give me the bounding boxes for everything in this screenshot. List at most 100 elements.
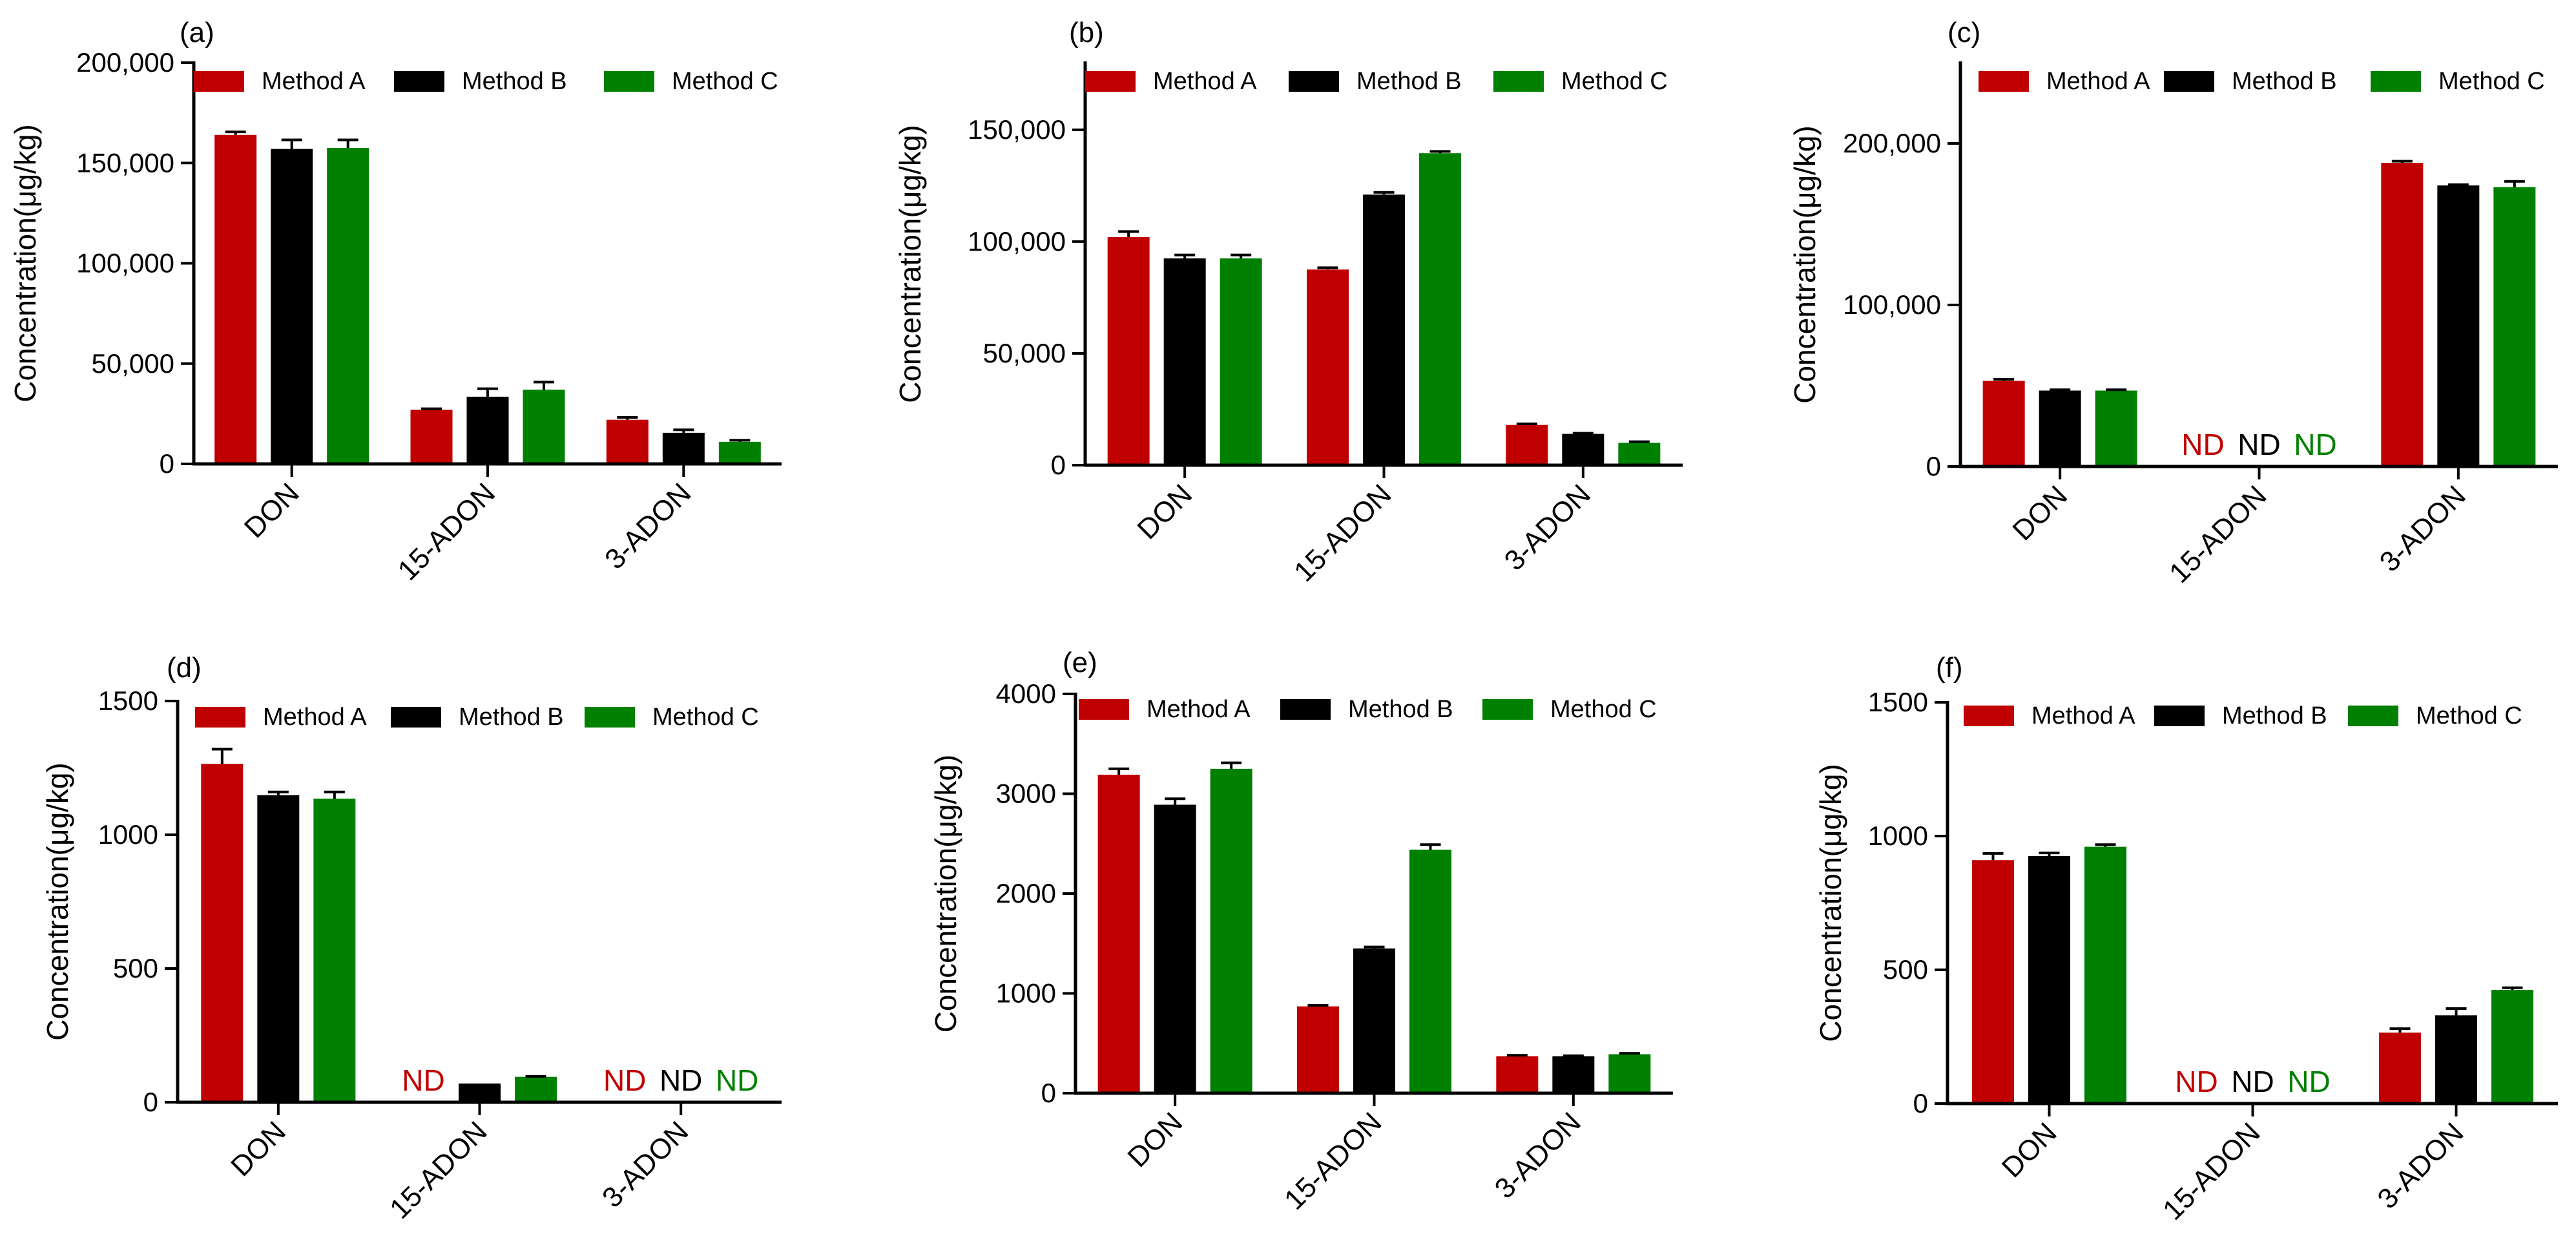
bar: [606, 419, 649, 464]
y-tick-label: 150,000: [76, 147, 174, 178]
legend-label: Method C: [652, 704, 759, 731]
y-axis-title: Concentration(μg/kg): [929, 755, 962, 1033]
x-tick-label: 15-ADON: [2157, 1116, 2267, 1226]
legend-swatch: [2164, 71, 2214, 92]
y-tick-label: 0: [1051, 450, 1066, 480]
bar: [1220, 258, 1262, 465]
legend-swatch: [1280, 699, 1331, 720]
x-tick-label: 3-ADON: [2374, 479, 2472, 578]
bar: [523, 390, 565, 464]
x-tick-label: 3-ADON: [599, 477, 697, 575]
bar: [2028, 856, 2070, 1104]
chart-panel: (c) Concentration(μg/kg) ND ND ND 0 100,000 200…: [1788, 17, 2558, 589]
y-axis-title: Concentration(μg/kg): [1814, 764, 1847, 1042]
legend-label: Method C: [2438, 68, 2545, 95]
bar: [257, 795, 300, 1102]
nd-label: ND: [603, 1063, 646, 1097]
legend-label: Method C: [1550, 696, 1657, 723]
y-tick-label: 3000: [996, 779, 1056, 809]
bar: [2084, 846, 2126, 1104]
nd-label: ND: [660, 1063, 702, 1097]
y-tick-label: 50,000: [983, 338, 1066, 368]
legend-swatch: [391, 707, 441, 728]
legend-label: Method C: [1561, 68, 1668, 95]
legend-label: Method C: [2416, 702, 2522, 729]
bar: [214, 134, 257, 464]
legend-label: Method B: [1348, 696, 1453, 723]
bar: [515, 1076, 557, 1102]
legend-swatch: [195, 707, 245, 728]
y-tick-label: 100,000: [968, 226, 1066, 257]
bar: [201, 764, 244, 1102]
legend-label: Method B: [2232, 68, 2337, 95]
legend-swatch: [2371, 71, 2421, 92]
legend-swatch: [2348, 706, 2398, 726]
x-tick-label: DON: [1121, 1106, 1189, 1173]
legend-label: Method A: [262, 68, 366, 95]
y-tick-label: 0: [160, 448, 174, 479]
bar: [718, 441, 761, 464]
y-tick-label: 0: [143, 1087, 158, 1117]
panel-label: (a): [180, 17, 214, 48]
y-tick-label: 100,000: [1843, 289, 1941, 320]
y-tick-label: 1000: [98, 819, 158, 850]
bar: [1353, 948, 1395, 1093]
nd-label: ND: [402, 1063, 444, 1097]
legend-swatch: [2154, 706, 2205, 726]
bar: [2493, 187, 2536, 466]
legend-label: Method A: [2046, 68, 2150, 95]
legend-swatch: [1979, 71, 2029, 92]
bar: [1297, 1006, 1339, 1093]
x-tick-label: 3-ADON: [1489, 1106, 1587, 1204]
bar: [1608, 1054, 1651, 1093]
bar: [271, 149, 313, 464]
legend-swatch: [1079, 699, 1129, 720]
legend-swatch: [1289, 71, 1339, 92]
y-tick-label: 0: [1926, 451, 1941, 481]
bar: [410, 410, 453, 464]
bar: [1419, 153, 1461, 466]
bar: [459, 1084, 501, 1102]
legend-swatch: [1964, 706, 2014, 726]
x-tick-label: 15-ADON: [384, 1115, 493, 1225]
bar: [466, 396, 509, 464]
y-axis-title: Concentration(μg/kg): [893, 125, 927, 403]
y-axis-title: Concentration(μg/kg): [1788, 125, 1822, 404]
panel-label: (d): [167, 652, 202, 684]
legend-label: Method B: [2222, 702, 2327, 729]
x-tick-label: DON: [1996, 1116, 2063, 1184]
y-tick-label: 150,000: [968, 114, 1066, 145]
y-tick-label: 100,000: [76, 248, 174, 278]
bar: [1163, 258, 1206, 465]
bar: [1409, 850, 1451, 1093]
legend-label: Method B: [462, 68, 567, 95]
chart-panel: (b) Concentration(μg/kg) 0 50,000 100,000 150…: [893, 17, 1683, 588]
bar: [2435, 1015, 2477, 1104]
nd-label: ND: [2181, 428, 2224, 461]
chart-panel: (d) Concentration(μg/kg) ND ND ND ND 0 500 1000 1…: [41, 652, 782, 1225]
y-tick-label: 500: [113, 953, 158, 983]
nd-label: ND: [2231, 1065, 2274, 1098]
bar: [313, 799, 356, 1102]
y-tick-label: 1000: [996, 978, 1056, 1009]
bar: [1363, 194, 1405, 465]
bar: [1097, 775, 1140, 1093]
bar: [1506, 424, 1548, 465]
legend-swatch: [604, 71, 654, 92]
panel-label: (e): [1063, 647, 1097, 678]
chart-panel: (f) Concentration(μg/kg) ND ND ND 0 500 1000 150…: [1814, 652, 2558, 1226]
x-tick-label: 15-ADON: [392, 477, 502, 587]
x-tick-label: 15-ADON: [1278, 1106, 1388, 1216]
bar: [2491, 990, 2533, 1104]
legend-label: Method A: [1153, 68, 1257, 95]
bar: [1982, 381, 2025, 466]
x-tick-label: 3-ADON: [2371, 1116, 2469, 1215]
bar: [1972, 860, 2014, 1104]
bar: [1496, 1056, 1539, 1093]
y-tick-label: 0: [1041, 1078, 1056, 1108]
panel-label: (c): [1948, 17, 1980, 48]
y-tick-label: 0: [1913, 1088, 1928, 1118]
y-tick-label: 500: [1883, 954, 1928, 985]
y-tick-label: 1500: [1868, 687, 1928, 717]
